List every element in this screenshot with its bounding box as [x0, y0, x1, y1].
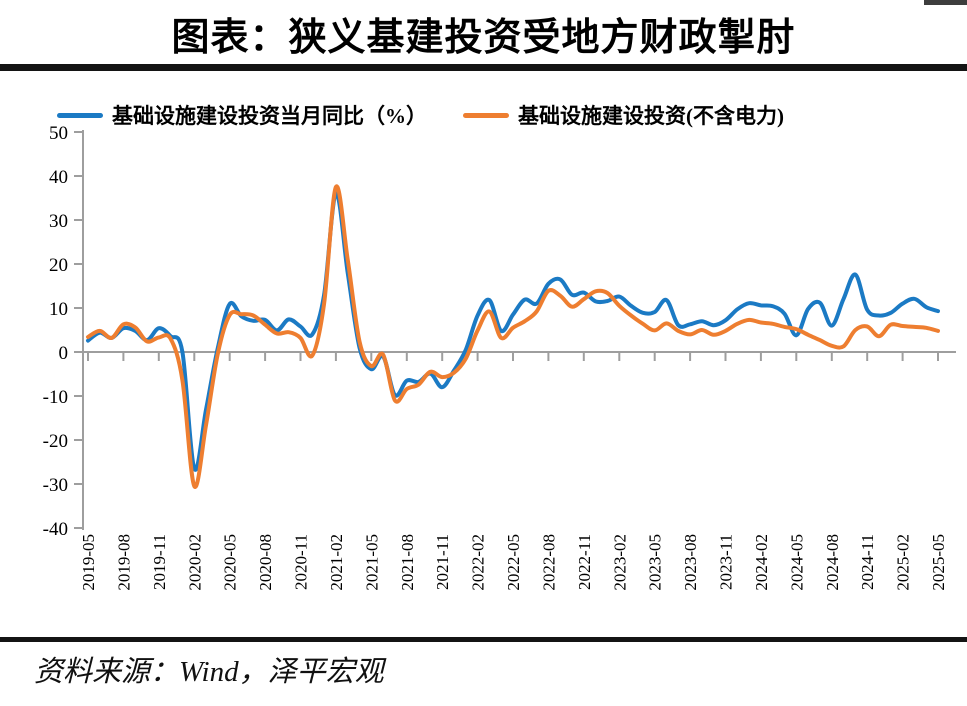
svg-text:2021-11: 2021-11 [433, 534, 452, 590]
svg-text:2024-11: 2024-11 [858, 534, 877, 590]
svg-text:30: 30 [49, 211, 68, 232]
legend-item-ex-power: 基础设施建设投资(不含电力) [463, 100, 784, 130]
svg-text:-20: -20 [43, 431, 68, 452]
chart-title: 图表：狭义基建投资受地方财政掣肘 [171, 17, 796, 59]
svg-text:-10: -10 [43, 387, 68, 408]
svg-text:2019-05: 2019-05 [79, 534, 98, 591]
svg-text:2021-02: 2021-02 [327, 534, 346, 591]
svg-text:2022-02: 2022-02 [469, 534, 488, 591]
svg-text:2023-05: 2023-05 [646, 534, 665, 591]
svg-text:10: 10 [49, 299, 68, 320]
legend-line-swatch-blue [57, 112, 103, 118]
svg-text:2020-11: 2020-11 [292, 534, 311, 590]
svg-text:-40: -40 [43, 519, 68, 540]
svg-text:0: 0 [59, 343, 69, 364]
svg-text:2019-08: 2019-08 [114, 534, 133, 591]
top-right-window-fragment [924, 0, 967, 5]
svg-text:2024-05: 2024-05 [787, 534, 806, 591]
svg-text:2024-08: 2024-08 [823, 534, 842, 591]
svg-text:2023-08: 2023-08 [681, 534, 700, 591]
title-divider [0, 64, 967, 71]
svg-text:2023-11: 2023-11 [717, 534, 736, 590]
legend-item-yoy: 基础设施建设投资当月同比（%） [57, 100, 427, 130]
legend-label-yoy: 基础设施建设投资当月同比（%） [112, 104, 427, 128]
legend-line-swatch-orange [463, 112, 509, 118]
svg-text:2020-05: 2020-05 [221, 534, 240, 591]
svg-text:40: 40 [49, 167, 68, 188]
svg-text:50: 50 [49, 123, 68, 144]
svg-text:2020-02: 2020-02 [185, 534, 204, 591]
chart-legend: 基础设施建设投资当月同比（%） 基础设施建设投资(不含电力) [57, 100, 784, 130]
svg-text:2023-02: 2023-02 [610, 534, 629, 591]
legend-label-ex-power: 基础设施建设投资(不含电力) [518, 104, 784, 128]
svg-text:2019-11: 2019-11 [150, 534, 169, 590]
svg-text:2022-11: 2022-11 [575, 534, 594, 590]
svg-text:2022-08: 2022-08 [539, 534, 558, 591]
svg-text:2021-05: 2021-05 [362, 534, 381, 591]
svg-text:2022-05: 2022-05 [504, 534, 523, 591]
footer-divider [0, 637, 967, 642]
svg-text:2020-08: 2020-08 [256, 534, 275, 591]
line-chart-plot: 50 40 30 20 10 0 -10 -20 -30 -40 2019-05 2019-08 201… [43, 123, 956, 591]
svg-text:2024-02: 2024-02 [752, 534, 771, 591]
svg-text:2025-05: 2025-05 [929, 534, 948, 591]
svg-text:2021-08: 2021-08 [398, 534, 417, 591]
svg-text:-30: -30 [43, 475, 68, 496]
svg-text:20: 20 [49, 255, 68, 276]
svg-text:2025-02: 2025-02 [894, 534, 913, 591]
source-note: 资料来源：Wind，泽平宏观 [34, 656, 384, 688]
